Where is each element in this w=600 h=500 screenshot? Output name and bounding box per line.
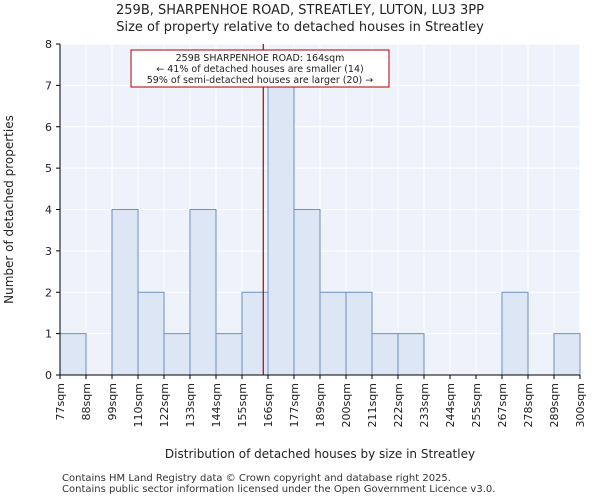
chart-subtitle: Size of property relative to detached ho… <box>116 20 484 35</box>
x-tick-label: 200sqm <box>340 383 353 427</box>
bar <box>215 333 243 376</box>
y-tick-label: 3 <box>45 245 52 258</box>
x-tick-label: 110sqm <box>132 383 145 427</box>
bar <box>267 84 295 376</box>
x-tick-label: 133sqm <box>184 383 197 427</box>
x-tick-label: 177sqm <box>288 383 301 427</box>
x-tick-label: 166sqm <box>262 383 275 427</box>
bar <box>553 333 581 376</box>
bar <box>111 209 139 376</box>
bar <box>189 209 217 376</box>
annotation-line: 259B SHARPENHOE ROAD: 164sqm <box>176 53 345 64</box>
y-axis-label: Number of detached properties <box>2 115 16 304</box>
y-tick-label: 1 <box>45 328 52 341</box>
bar <box>59 333 87 376</box>
x-tick-label: 267sqm <box>496 383 509 427</box>
x-tick-label: 233sqm <box>418 383 431 427</box>
x-tick-label: 222sqm <box>392 383 405 427</box>
y-tick-label: 4 <box>45 204 52 217</box>
bar <box>371 333 399 376</box>
annotation-line: 59% of semi-detached houses are larger (… <box>147 75 374 86</box>
footer-line-2: Contains public sector information licen… <box>62 484 496 495</box>
bar <box>241 291 269 376</box>
x-tick-label: 289sqm <box>548 383 561 427</box>
x-tick-label: 244sqm <box>444 383 457 427</box>
bar <box>163 333 191 376</box>
chart-title: 259B, SHARPENHOE ROAD, STREATLEY, LUTON,… <box>116 3 484 18</box>
x-tick-label: 122sqm <box>158 383 171 427</box>
bar <box>397 333 425 376</box>
x-tick-label: 255sqm <box>470 383 483 427</box>
annotation-box <box>130 49 390 88</box>
y-tick-label: 6 <box>45 121 52 134</box>
x-axis-label: Distribution of detached houses by size … <box>165 447 475 461</box>
x-tick-label: 155sqm <box>236 383 249 427</box>
y-tick-label: 5 <box>45 162 52 175</box>
x-tick-label: 99sqm <box>106 383 119 420</box>
annotation-line: ← 41% of detached houses are smaller (14… <box>156 64 363 75</box>
x-tick-label: 211sqm <box>366 383 379 427</box>
bar <box>293 209 321 376</box>
y-tick-label: 2 <box>45 286 52 299</box>
x-tick-label: 144sqm <box>210 383 223 427</box>
bar <box>319 291 347 376</box>
y-tick-label: 7 <box>45 79 52 92</box>
x-tick-label: 278sqm <box>522 383 535 427</box>
x-tick-label: 88sqm <box>80 383 93 420</box>
bar <box>137 291 165 376</box>
y-tick-label: 8 <box>45 38 52 51</box>
bar <box>345 291 373 376</box>
bar <box>501 291 529 376</box>
x-tick-label: 77sqm <box>54 383 67 420</box>
y-tick-label: 0 <box>45 369 52 382</box>
x-tick-label: 189sqm <box>314 383 327 427</box>
footer-line-1: Contains HM Land Registry data © Crown c… <box>62 473 451 484</box>
x-tick-label: 300sqm <box>574 383 587 427</box>
